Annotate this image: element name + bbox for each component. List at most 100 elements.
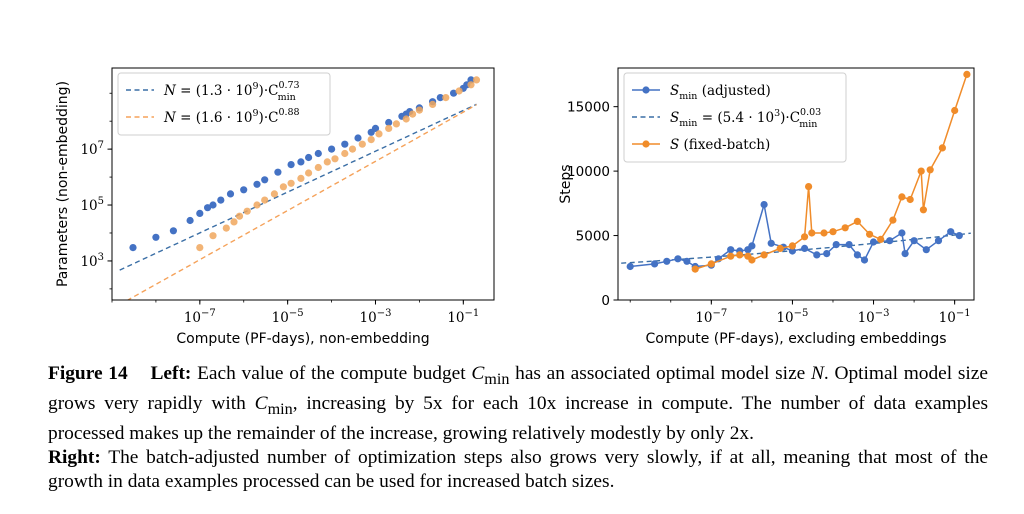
- data-point-0-10: [253, 180, 261, 188]
- data-point-1-20: [906, 195, 914, 204]
- data-point-0-9: [240, 186, 248, 194]
- data-point-1-11: [808, 229, 816, 237]
- data-point-1-29: [467, 81, 475, 89]
- data-point-1-19: [898, 193, 906, 201]
- data-point-0-6: [209, 201, 217, 209]
- y-axis-label: Steps: [558, 164, 574, 203]
- fit-line-0: [119, 103, 477, 271]
- data-point-1-9: [801, 233, 809, 241]
- caption-left-text-4: , increasing by 5x for each 10x increase…: [48, 392, 988, 444]
- data-point-1-6: [760, 251, 768, 259]
- legend-label-0: Smin (adjusted): [670, 83, 771, 102]
- data-point-0-2: [663, 257, 671, 265]
- legend-marker-0: [642, 86, 650, 94]
- data-point-0-4: [196, 209, 204, 217]
- data-point-0-0: [129, 244, 137, 252]
- data-point-1-23: [926, 166, 934, 174]
- data-point-1-8: [788, 242, 797, 250]
- legend-box: [623, 72, 847, 163]
- data-point-0-16: [801, 244, 809, 252]
- data-point-1-11: [297, 174, 305, 182]
- data-point-0-3: [186, 216, 194, 225]
- caption-n-symbol: N: [810, 363, 824, 384]
- data-point-1-28: [455, 87, 463, 95]
- data-point-0-1: [152, 233, 160, 241]
- data-point-0-27: [910, 237, 918, 245]
- caption-cmin-subscript: min: [484, 370, 510, 388]
- y-tick-label-3: 15000: [567, 100, 610, 116]
- data-point-1-26: [963, 70, 971, 78]
- caption-right-label: Right:: [48, 446, 101, 468]
- caption-cmin-subscript-2: min: [267, 400, 293, 418]
- caption-left-text-3: . Optimal model size grows very rapidly …: [48, 363, 989, 414]
- data-point-1-14: [323, 158, 331, 166]
- data-point-1-10: [805, 183, 813, 191]
- data-point-1-10: [287, 179, 295, 187]
- x-tick-label-2: 10−3: [858, 308, 890, 326]
- caption-left-text-1: Each value of the compute budget: [191, 363, 472, 384]
- data-point-0-30: [947, 228, 955, 236]
- data-point-1-2: [222, 224, 230, 232]
- legend-label-2: S (fixed-batch): [670, 137, 770, 153]
- x-tick-label-0: 10−7: [184, 308, 216, 326]
- data-point-1-12: [820, 229, 828, 237]
- data-point-1-3: [230, 218, 238, 226]
- caption-left-text-2: has an associated optimal model size: [509, 363, 811, 384]
- data-point-0-13: [767, 239, 775, 247]
- legend-box: [117, 72, 331, 136]
- y-tick-label-1: 5000: [576, 229, 610, 245]
- data-point-0-22: [860, 256, 869, 264]
- data-point-1-9: [279, 183, 287, 191]
- data-point-0-19: [354, 134, 362, 142]
- data-point-1-25: [415, 106, 423, 114]
- x-tick-label-2: 10−3: [360, 308, 392, 326]
- data-point-1-7: [261, 196, 269, 204]
- data-point-0-3: [674, 255, 682, 263]
- data-point-1-13: [314, 163, 322, 172]
- data-point-1-27: [442, 94, 450, 102]
- data-point-0-12: [760, 201, 768, 209]
- data-point-0-8: [727, 246, 735, 254]
- x-axis-label: Compute (PF-days), non-embedding: [176, 331, 429, 347]
- data-point-1-2: [727, 252, 735, 260]
- data-point-0-20: [845, 241, 853, 249]
- data-point-1-21: [385, 124, 393, 132]
- data-point-1-12: [305, 169, 313, 177]
- data-point-0-19: [832, 241, 840, 249]
- data-point-0-5: [204, 204, 212, 212]
- data-point-1-18: [358, 140, 366, 148]
- data-point-1-23: [402, 115, 410, 123]
- data-point-1-22: [919, 206, 928, 214]
- data-point-0-8: [226, 190, 235, 198]
- data-point-0-13: [287, 161, 295, 169]
- fit-line-1: [126, 104, 477, 300]
- left-chart-panel: 10−7 10−5 10−3 10−1 103 105 107 Compute (PF-day…: [55, 67, 495, 347]
- right-chart-panel: 10−7 10−5 10−3 10−1 0 5000 10000 15000 Compute (…: [558, 67, 975, 347]
- data-point-0-29: [934, 237, 943, 245]
- data-point-1-13: [829, 228, 837, 236]
- data-point-0-15: [305, 153, 313, 162]
- data-point-0-31: [955, 232, 963, 240]
- data-point-1-1: [209, 232, 217, 240]
- data-point-1-0: [691, 265, 699, 273]
- y-axis-label: Parameters (non-embedding): [55, 81, 71, 287]
- x-tick-label-1: 10−5: [272, 308, 304, 326]
- data-point-0-28: [436, 94, 444, 102]
- data-point-0-1: [651, 260, 659, 268]
- data-point-1-24: [938, 144, 947, 152]
- fit-line-0: [621, 232, 971, 264]
- caption-cmin-symbol-2: C: [254, 392, 268, 414]
- data-point-1-18: [889, 216, 897, 224]
- data-point-1-16: [866, 230, 874, 238]
- data-point-1-1: [707, 260, 715, 268]
- data-point-0-11: [261, 176, 269, 184]
- legend: Smin (adjusted) Smin = (5.4 · 103)·C0.03 m…: [623, 72, 847, 163]
- data-point-0-7: [217, 196, 225, 204]
- legend: N = (1.3 · 109)·C0.73 min N = (1.6 · 109)·…: [117, 72, 331, 136]
- legend-label-1: N = (1.6 · 109)·C0.88: [163, 107, 300, 126]
- data-point-0-4: [683, 257, 691, 265]
- data-point-0-21: [853, 251, 862, 259]
- caption-figure-label: Figure 14: [48, 363, 128, 384]
- data-point-0-0: [626, 262, 634, 271]
